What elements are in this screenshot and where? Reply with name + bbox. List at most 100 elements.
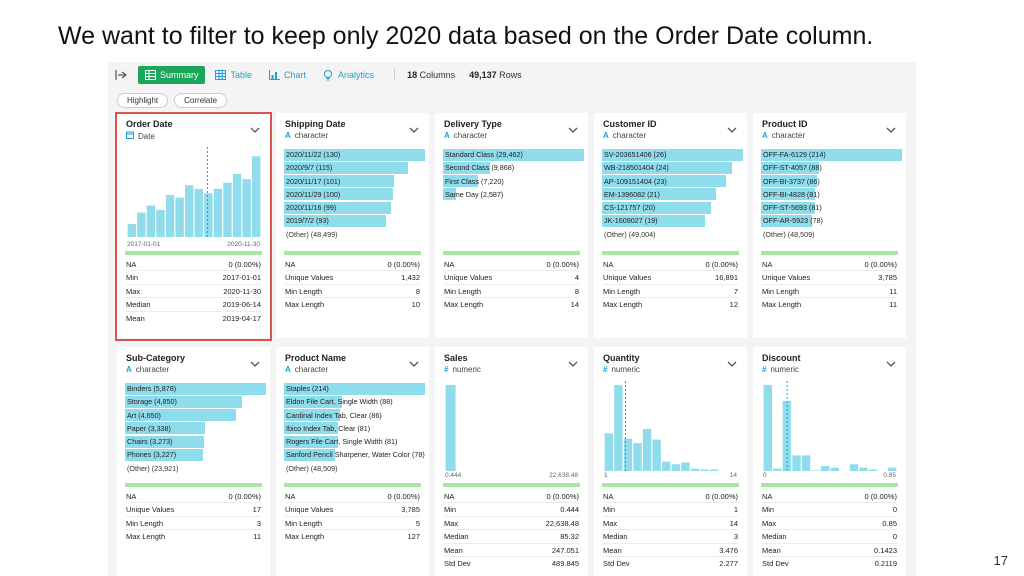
tab-analytics[interactable]: Analytics bbox=[316, 66, 380, 84]
value-bar-row[interactable]: First Class (7,220) bbox=[443, 175, 584, 188]
chevron-down-icon[interactable] bbox=[409, 355, 419, 367]
stat-row: Unique Values 17 bbox=[126, 503, 261, 517]
value-bar-row[interactable]: Rogers File Cart, Single Width (81) bbox=[284, 435, 425, 448]
tab-chart[interactable]: Chart bbox=[262, 66, 312, 84]
chevron-down-icon[interactable] bbox=[250, 355, 260, 367]
value-bar-row[interactable]: Standard Class (29,462) bbox=[443, 148, 584, 161]
value-bar-row[interactable]: OFF-AR-5923 (78) bbox=[761, 214, 902, 227]
stat-label: Min bbox=[444, 505, 457, 515]
chevron-down-icon[interactable] bbox=[886, 355, 896, 367]
character-type-icon: A bbox=[603, 131, 609, 140]
value-bar-row[interactable]: JK-1609027 (19) bbox=[602, 214, 743, 227]
value-bar-row[interactable]: 2020/11/22 (130) bbox=[284, 148, 425, 161]
value-bar-row[interactable]: OFF-FA-6129 (214) bbox=[761, 148, 902, 161]
value-bar-row[interactable]: 2020/11/16 (99) bbox=[284, 201, 425, 214]
value-label: Sanford Pencil Sharpener, Water Color (7… bbox=[286, 450, 425, 460]
stat-value: 3 bbox=[256, 518, 261, 528]
view-toolbar: Summary Table Chart Analytics 18 Columns 49… bbox=[108, 62, 916, 88]
collapse-sidebar-icon[interactable] bbox=[114, 68, 128, 82]
value-bar-row[interactable]: Paper (3,338) bbox=[125, 422, 266, 435]
histogram-bar bbox=[146, 205, 156, 237]
value-bar-row[interactable]: Eldon File Cart, Single Width (88) bbox=[284, 395, 425, 408]
value-bar-row[interactable]: WB-218501404 (24) bbox=[602, 161, 743, 174]
chevron-down-icon[interactable] bbox=[250, 121, 260, 133]
stat-row: Median 3 bbox=[603, 530, 738, 544]
column-statistics: NA 0 (0.00%) Unique Values 17 Min Length 3 Max… bbox=[126, 490, 261, 544]
histogram[interactable] bbox=[602, 381, 740, 471]
completeness-bar bbox=[761, 483, 898, 487]
column-type-label: numeric bbox=[770, 365, 799, 374]
columns-count: 18 Columns bbox=[407, 70, 455, 80]
value-bar-row[interactable]: Cardinal Index Tab, Clear (86) bbox=[284, 409, 425, 422]
value-bar-row[interactable]: Sanford Pencil Sharpener, Water Color (7… bbox=[284, 448, 425, 461]
highlight-button[interactable]: Highlight bbox=[117, 93, 169, 108]
value-bar-row[interactable]: Same Day (2,587) bbox=[443, 188, 584, 201]
chevron-down-icon[interactable] bbox=[727, 121, 737, 133]
chevron-down-icon[interactable] bbox=[568, 121, 578, 133]
stat-value: 22,638.48 bbox=[545, 518, 579, 528]
stat-value: 2019-04-17 bbox=[222, 313, 261, 323]
histogram-bar bbox=[652, 439, 661, 471]
value-bar bbox=[284, 175, 394, 188]
column-statistics: NA 0 (0.00%) Unique Values 4 Min Length 8 Max … bbox=[444, 258, 579, 312]
value-bar-row[interactable]: Storage (4,850) bbox=[125, 395, 266, 408]
value-label: 2020/11/16 (99) bbox=[286, 203, 337, 213]
tab-table[interactable]: Table bbox=[209, 66, 259, 84]
column-type-label: character bbox=[294, 365, 329, 374]
value-bar-row[interactable]: OFF-BI-3737 (86) bbox=[761, 175, 902, 188]
value-bar-row[interactable]: Chairs (3,273) bbox=[125, 435, 266, 448]
value-bar-row[interactable]: Staples (214) bbox=[284, 382, 425, 395]
chevron-down-icon[interactable] bbox=[886, 121, 896, 133]
stat-label: Unique Values bbox=[762, 273, 811, 283]
value-bar-row[interactable]: 2020/11/17 (101) bbox=[284, 175, 425, 188]
value-bar-row[interactable]: Binders (5,878) bbox=[125, 382, 266, 395]
stat-row: Max 2020-11-30 bbox=[126, 285, 261, 299]
value-bar-row[interactable]: 2020/11/29 (100) bbox=[284, 188, 425, 201]
histogram-bar bbox=[868, 469, 878, 471]
value-bar-row[interactable]: OFF-BI-4828 (81) bbox=[761, 188, 902, 201]
histogram[interactable] bbox=[761, 381, 899, 471]
chevron-down-icon[interactable] bbox=[727, 355, 737, 367]
histogram-axis-labels: 0 0.85 bbox=[763, 472, 896, 479]
stat-label: Min Length bbox=[444, 286, 482, 296]
value-bar-row[interactable]: 2019/7/2 (93) bbox=[284, 214, 425, 227]
column-name: Shipping Date bbox=[285, 119, 346, 129]
stat-label: NA bbox=[603, 260, 614, 269]
value-bar-row[interactable]: EM-1396082 (21) bbox=[602, 188, 743, 201]
value-bar bbox=[125, 422, 206, 435]
stat-value: 11 bbox=[253, 532, 261, 542]
stat-row: Max Length 127 bbox=[285, 530, 420, 543]
value-bar-row[interactable]: SV-203651406 (26) bbox=[602, 148, 743, 161]
value-bar-row[interactable]: OFF-ST-4057 (88) bbox=[761, 161, 902, 174]
value-bar-row[interactable]: Art (4,650) bbox=[125, 409, 266, 422]
column-type-label: character bbox=[612, 131, 647, 140]
value-bar-row[interactable]: OFF-ST-5693 (81) bbox=[761, 201, 902, 214]
column-name: Discount bbox=[762, 353, 801, 363]
value-bar bbox=[125, 395, 243, 408]
chevron-down-icon[interactable] bbox=[568, 355, 578, 367]
value-bar-row[interactable]: AP-109151404 (23) bbox=[602, 175, 743, 188]
value-bar-row[interactable]: Second Class (9,868) bbox=[443, 161, 584, 174]
histogram-bar bbox=[604, 433, 613, 471]
value-bar bbox=[284, 448, 335, 461]
chevron-down-icon[interactable] bbox=[409, 121, 419, 133]
table-grid-icon bbox=[144, 69, 156, 81]
value-label: 2020/11/17 (101) bbox=[286, 176, 341, 186]
stat-value: 0.1423 bbox=[874, 545, 897, 555]
histogram[interactable] bbox=[125, 147, 263, 237]
correlate-button[interactable]: Correlate bbox=[174, 93, 228, 108]
histogram[interactable] bbox=[443, 381, 581, 471]
value-bar-row[interactable]: Phones (3,227) bbox=[125, 448, 266, 461]
value-bar-row[interactable]: Ibico Index Tab, Clear (81) bbox=[284, 422, 425, 435]
columns-count-label: Columns bbox=[419, 70, 456, 80]
stat-label: Max Length bbox=[126, 532, 166, 542]
value-bar-row[interactable]: CS-121757 (20) bbox=[602, 201, 743, 214]
tab-summary[interactable]: Summary bbox=[138, 66, 205, 84]
histogram-bar bbox=[859, 467, 868, 471]
value-bar-row[interactable]: 2020/9/7 (115) bbox=[284, 161, 425, 174]
value-bar bbox=[443, 161, 490, 174]
stat-value: 0 bbox=[892, 505, 897, 515]
stat-value: 17 bbox=[252, 505, 261, 515]
